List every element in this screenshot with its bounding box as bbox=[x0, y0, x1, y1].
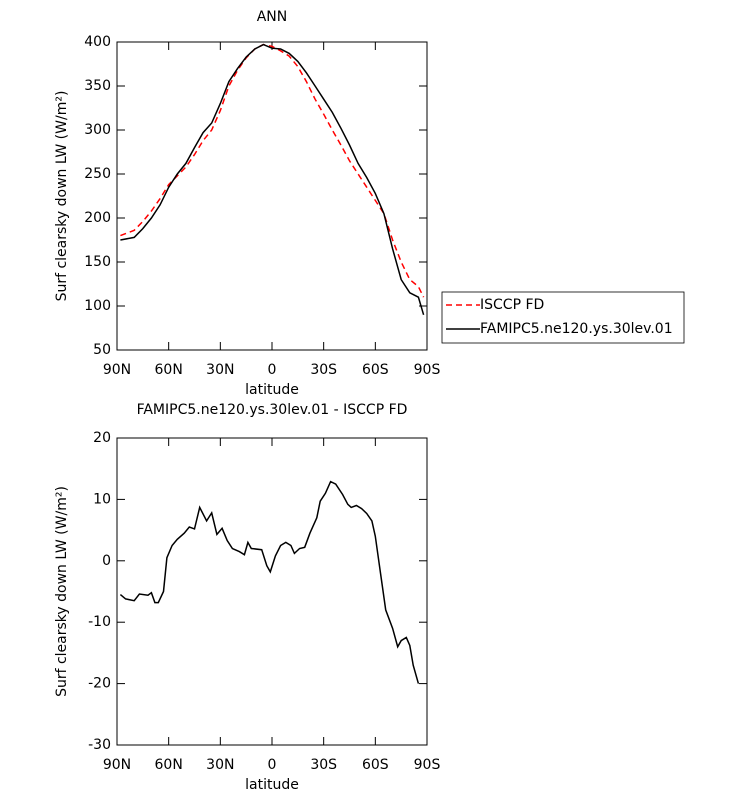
y-tick-label: 0 bbox=[102, 553, 111, 569]
x-tick-label: 60S bbox=[362, 757, 389, 773]
x-axis-label: latitude bbox=[245, 777, 299, 793]
x-tick-label: 30N bbox=[206, 362, 234, 378]
y-tick-label: 300 bbox=[84, 122, 111, 138]
plot-frame bbox=[116, 41, 428, 351]
x-tick-label: 30S bbox=[310, 757, 337, 773]
x-tick-label: 0 bbox=[268, 362, 277, 378]
series-line bbox=[120, 43, 425, 316]
chart-title: ANN bbox=[257, 9, 288, 25]
series-line bbox=[119, 480, 420, 684]
x-tick-label: 0 bbox=[268, 757, 277, 773]
legend-box bbox=[441, 291, 685, 344]
x-tick-label: 30S bbox=[310, 362, 337, 378]
x-axis-label: latitude bbox=[245, 382, 299, 398]
y-tick-label: 50 bbox=[93, 342, 111, 358]
x-tick-label: 90N bbox=[103, 362, 131, 378]
x-tick-label: 90N bbox=[103, 757, 131, 773]
y-tick-label: -30 bbox=[88, 737, 111, 753]
chart-title: FAMIPC5.ne120.ys.30lev.01 - ISCCP FD bbox=[137, 402, 408, 418]
y-tick-label: 150 bbox=[84, 254, 111, 270]
x-tick-label: 90S bbox=[414, 757, 441, 773]
y-tick-label: 350 bbox=[84, 78, 111, 94]
y-tick-label: -10 bbox=[88, 614, 111, 630]
legend-label: ISCCP FD bbox=[480, 297, 544, 313]
y-tick-label: 250 bbox=[84, 166, 111, 182]
x-tick-label: 60N bbox=[155, 362, 183, 378]
legend-label: FAMIPC5.ne120.ys.30lev.01 bbox=[480, 321, 673, 337]
y-axis-label: Surf clearsky down LW (W/m²) bbox=[54, 91, 70, 302]
series-line bbox=[120, 43, 425, 298]
y-tick-label: 20 bbox=[93, 430, 111, 446]
x-tick-label: 90S bbox=[414, 362, 441, 378]
y-tick-label: 200 bbox=[84, 210, 111, 226]
y-tick-label: 100 bbox=[84, 298, 111, 314]
x-tick-label: 60S bbox=[362, 362, 389, 378]
x-tick-label: 60N bbox=[155, 757, 183, 773]
y-tick-label: 400 bbox=[84, 34, 111, 50]
y-tick-label: 10 bbox=[93, 491, 111, 507]
x-tick-label: 30N bbox=[206, 757, 234, 773]
y-axis-label: Surf clearsky down LW (W/m²) bbox=[54, 486, 70, 697]
y-tick-label: -20 bbox=[88, 676, 111, 692]
